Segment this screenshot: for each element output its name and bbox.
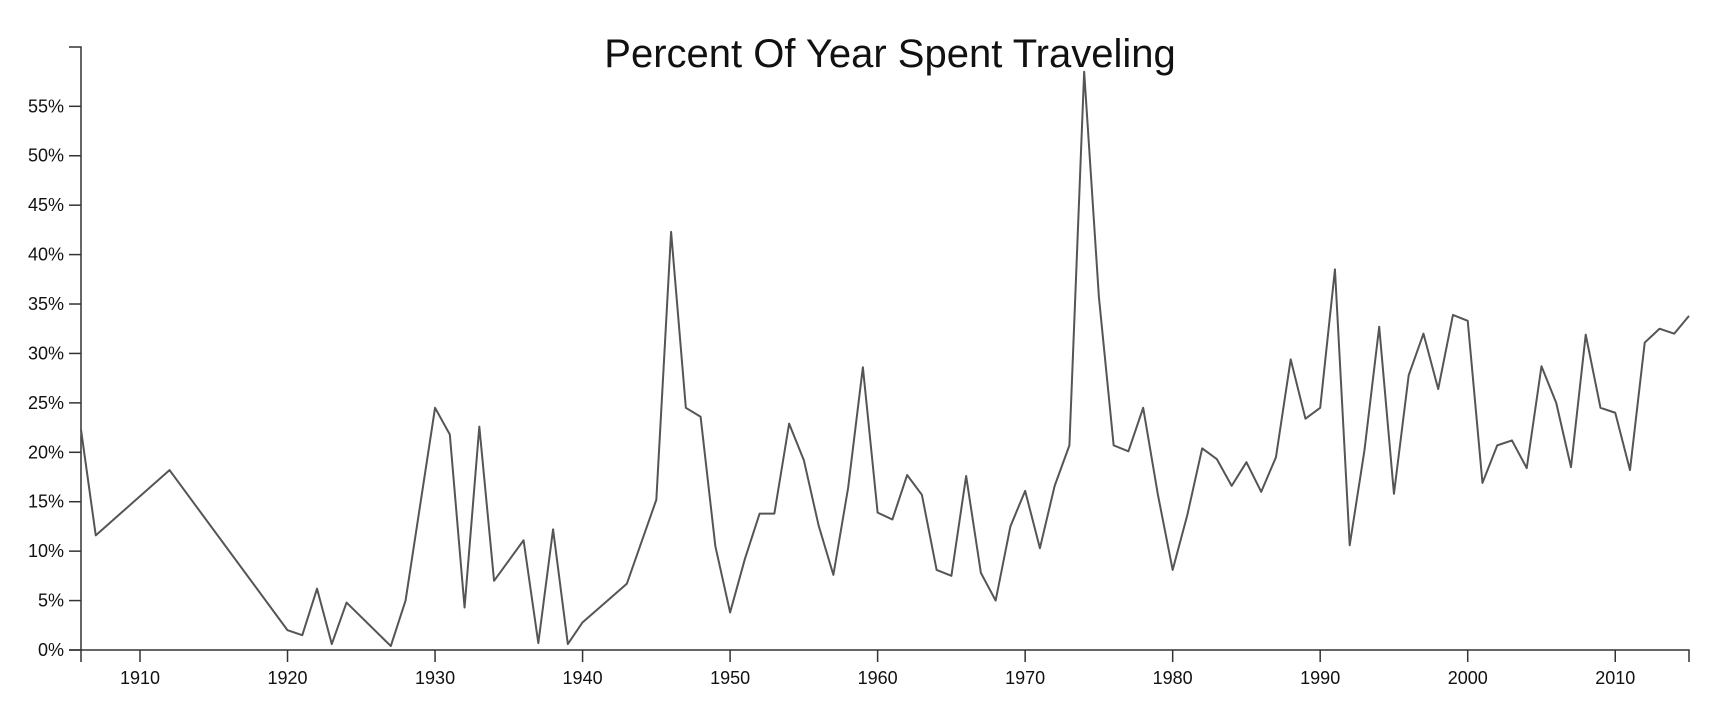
x-tick-label: 2010 bbox=[1595, 668, 1635, 688]
y-tick-label: 20% bbox=[28, 442, 64, 462]
x-tick-label: 1940 bbox=[563, 668, 603, 688]
y-axis: 0% 5% 10% 15% 20% 25% 30% 35% 40% 45% 50% 55% bbox=[28, 46, 82, 660]
x-axis: 1910 1920 1930 1940 1950 1960 1970 1980 1990 2000… bbox=[80, 649, 1690, 688]
y-tick-label: 35% bbox=[28, 294, 64, 314]
y-tick-label: 30% bbox=[28, 343, 64, 363]
x-tick-label: 1930 bbox=[415, 668, 455, 688]
x-tick-label: 1960 bbox=[858, 668, 898, 688]
y-tick-label: 15% bbox=[28, 492, 64, 512]
y-axis-line bbox=[69, 46, 82, 651]
x-axis-line bbox=[80, 649, 1690, 662]
y-tick-label: 5% bbox=[38, 591, 64, 611]
x-tick-label: 1950 bbox=[710, 668, 750, 688]
y-tick-label: 50% bbox=[28, 146, 64, 166]
chart-title: Percent Of Year Spent Traveling bbox=[604, 32, 1175, 76]
y-tick-label: 40% bbox=[28, 245, 64, 265]
y-tick-label: 45% bbox=[28, 195, 64, 215]
y-tick-label: 55% bbox=[28, 96, 64, 116]
x-tick-label: 1980 bbox=[1153, 668, 1193, 688]
x-tick-label: 1970 bbox=[1005, 668, 1045, 688]
y-tick-label: 25% bbox=[28, 393, 64, 413]
x-tick-label: 1990 bbox=[1300, 668, 1340, 688]
x-tick-label: 2000 bbox=[1448, 668, 1488, 688]
x-tick-label: 1910 bbox=[120, 668, 160, 688]
y-tick-label: 10% bbox=[28, 541, 64, 561]
y-tick-label: 0% bbox=[38, 640, 64, 660]
series-line bbox=[80, 70, 1690, 648]
series-layer bbox=[80, 70, 1690, 648]
x-tick-label: 1920 bbox=[268, 668, 308, 688]
